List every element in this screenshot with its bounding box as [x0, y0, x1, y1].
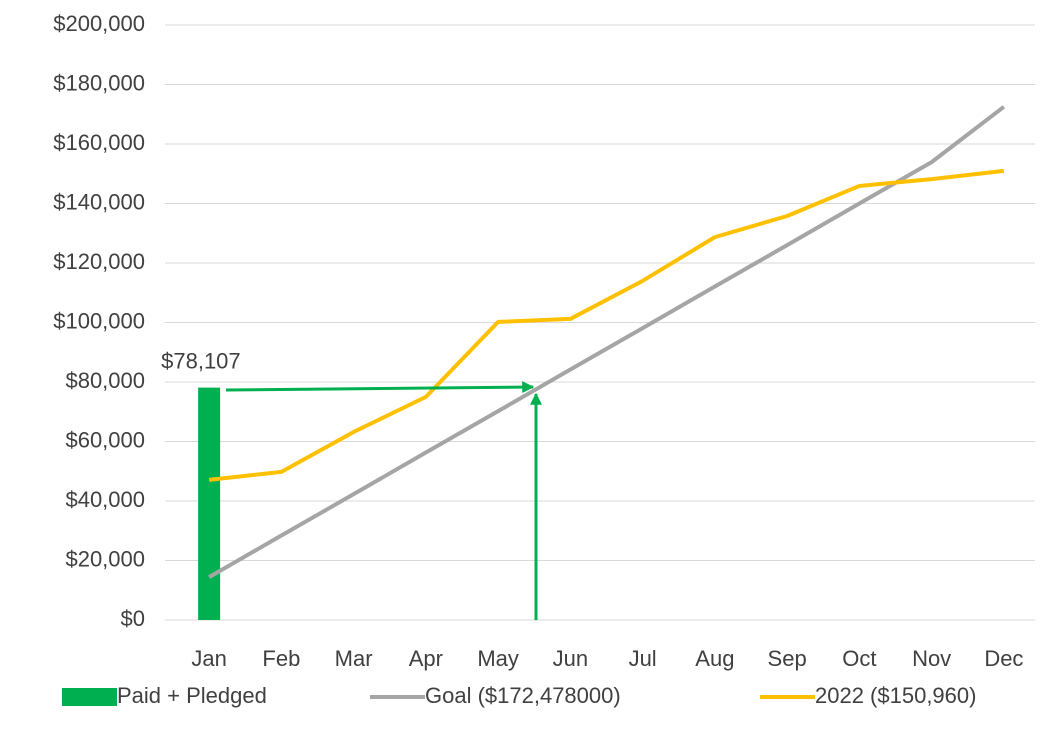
y-tick-label: $40,000 — [65, 487, 145, 512]
grid: $0 $20,000 $40,000 $60,000 $80,000 $100,000 $1… — [53, 11, 1035, 671]
x-tick-label: Aug — [695, 646, 734, 671]
data-label: $78,107 — [161, 348, 241, 373]
x-tick-label: Feb — [262, 646, 300, 671]
legend-label: Goal ($172,478000) — [425, 683, 621, 708]
y-tick-label: $0 — [121, 606, 145, 631]
y-tick-label: $60,000 — [65, 427, 145, 452]
x-tick-label: Sep — [768, 646, 807, 671]
y-tick-label: $160,000 — [53, 130, 145, 155]
legend-label: 2022 ($150,960) — [815, 683, 976, 708]
x-tick-label: Jun — [553, 646, 588, 671]
y-tick-label: $180,000 — [53, 70, 145, 95]
bar — [198, 387, 221, 620]
x-tick-label: Jan — [191, 646, 226, 671]
y-tick-label: $140,000 — [53, 189, 145, 214]
y-tick-label: $120,000 — [53, 249, 145, 274]
line — [208, 168, 1005, 482]
x-tick-label: Oct — [842, 646, 876, 671]
x-tick-label: Mar — [335, 646, 373, 671]
legend-label: Paid + Pledged — [117, 683, 267, 708]
x-tick-label: Dec — [984, 646, 1023, 671]
x-tick-label: Jul — [629, 646, 657, 671]
marks: $78,107 — [161, 105, 1006, 620]
annotation-arrow — [225, 381, 535, 394]
y-tick-label: $200,000 — [53, 11, 145, 36]
line — [208, 105, 1006, 579]
legend-swatch — [62, 688, 117, 706]
x-tick-label: May — [477, 646, 519, 671]
y-tick-label: $80,000 — [65, 368, 145, 393]
x-tick-label: Nov — [912, 646, 951, 671]
y-tick-label: $20,000 — [65, 546, 145, 571]
legend: Paid + Pledged Goal ($172,478000) 2022 ($1… — [62, 683, 976, 708]
x-tick-label: Apr — [409, 646, 443, 671]
y-tick-label: $100,000 — [53, 308, 145, 333]
